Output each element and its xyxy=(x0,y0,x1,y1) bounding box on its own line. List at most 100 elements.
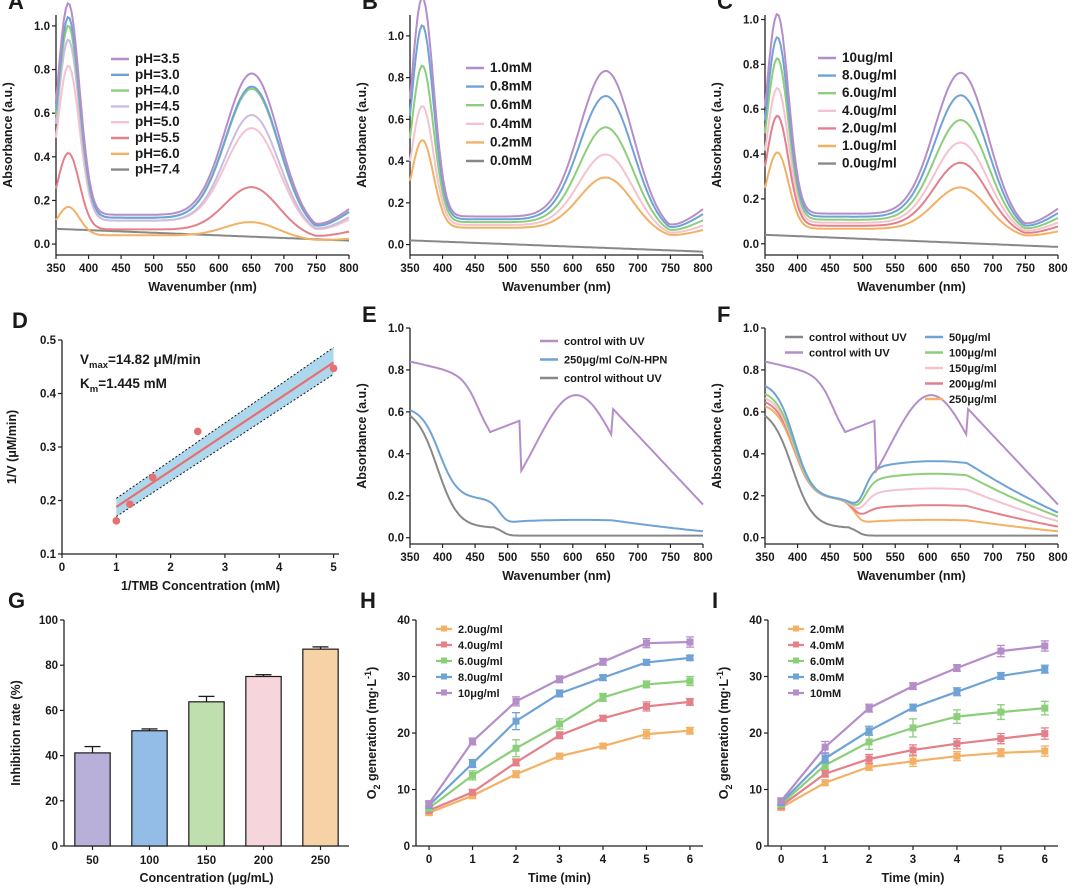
series-line xyxy=(764,36,1059,227)
x-axis-label: Concentration (μg/mL) xyxy=(139,871,273,885)
x-tick-label: 700 xyxy=(983,552,1002,564)
data-point xyxy=(599,658,607,666)
data-point xyxy=(865,763,873,771)
data-point xyxy=(953,664,961,672)
y-tick-label: 0.6 xyxy=(743,407,759,419)
y-tick-label: 30 xyxy=(397,672,410,684)
x-tick-label: 2 xyxy=(167,562,173,574)
y-axis-label: Absorbance (a.u.) xyxy=(710,383,724,489)
series-line xyxy=(764,385,1059,514)
legend-entry: 10mM xyxy=(810,688,841,700)
y-tick-label: 60 xyxy=(45,705,58,717)
y-axis-label-part: O xyxy=(717,789,731,799)
legend-entry: control without UV xyxy=(564,373,662,385)
x-tick-label: 6 xyxy=(687,854,693,866)
x-tick-label: 600 xyxy=(563,552,582,564)
x-tick-label: 5 xyxy=(330,562,337,574)
panel-label: A xyxy=(8,0,24,14)
data-point xyxy=(865,755,873,763)
bar xyxy=(74,752,111,847)
data-point xyxy=(909,682,917,690)
data-point xyxy=(821,743,829,751)
x-tick-label: 500 xyxy=(498,263,517,275)
x-tick-label: 750 xyxy=(661,552,680,564)
y-axis-label: O2 generation (mg·L-1) xyxy=(363,667,382,800)
y-axis-label-part: ) xyxy=(717,667,731,671)
legend-entry: pH=3.5 xyxy=(135,51,180,66)
series-line xyxy=(764,57,1059,230)
x-tick-label: 700 xyxy=(628,552,647,564)
x-tick-label: 750 xyxy=(1016,552,1035,564)
x-tick-label: 4 xyxy=(600,854,607,866)
x-tick-label: 550 xyxy=(886,263,905,275)
data-point xyxy=(909,757,917,765)
series-line xyxy=(55,38,350,230)
km-annotation: Km=1.445 mM xyxy=(80,376,167,395)
x-tick-label: 450 xyxy=(821,552,840,564)
legend-entry: 6.0mM xyxy=(810,656,844,668)
panel-e: 0.0 0.2 0.4 0.6 0.8 1.0 350 400 450 500 550 600 650 7… xyxy=(355,302,713,583)
y-tick-label: 0.2 xyxy=(34,195,50,207)
x-tick-label: 450 xyxy=(466,263,485,275)
legend-entry: 10ug/ml xyxy=(842,50,893,65)
bar xyxy=(302,648,339,847)
annotation-part: V xyxy=(80,352,89,367)
x-tick-label: 450 xyxy=(112,263,131,275)
data-point xyxy=(512,758,520,766)
y-axis-label: 1/V (μM/min) xyxy=(5,410,19,484)
data-point xyxy=(909,724,917,732)
series-line xyxy=(409,139,704,236)
data-point xyxy=(686,654,694,662)
data-point xyxy=(556,720,563,728)
y-tick-label: 1.0 xyxy=(743,14,759,26)
x-tick-label: 600 xyxy=(563,263,582,275)
legend-marker xyxy=(793,689,799,696)
series-line xyxy=(764,360,1059,506)
y-tick-label: 0.0 xyxy=(743,239,759,251)
y-tick-label: 0.0 xyxy=(388,240,404,252)
legend-marker xyxy=(793,657,799,664)
x-tick-label: 1 xyxy=(113,562,120,574)
data-point xyxy=(425,800,433,808)
data-point xyxy=(512,744,520,752)
y-tick-label: 0.2 xyxy=(743,491,759,503)
x-axis-label: Time (min) xyxy=(528,871,591,885)
y-tick-label: 80 xyxy=(45,660,58,672)
x-tick-label: 750 xyxy=(661,263,680,275)
data-point xyxy=(642,639,650,647)
series-line xyxy=(55,15,350,227)
data-point xyxy=(599,693,607,701)
series-line xyxy=(428,729,691,814)
x-tick-label: 0 xyxy=(778,854,784,866)
series-line xyxy=(764,12,1059,225)
legend-entry: 4.0mM xyxy=(810,640,844,652)
legend-entry: 4.0ug/ml xyxy=(458,640,503,652)
data-point xyxy=(126,500,134,509)
legend-entry: 0.0mM xyxy=(490,153,532,168)
bar xyxy=(188,701,225,847)
data-point xyxy=(556,752,563,760)
x-tick-label: 650 xyxy=(951,552,970,564)
y-axis-label: Absorbance (a.u.) xyxy=(1,82,15,188)
data-point xyxy=(953,688,961,696)
y-tick-label: 1.0 xyxy=(34,21,50,33)
data-point xyxy=(193,427,202,436)
legend-entry: 100μg/ml xyxy=(949,348,997,360)
annotation-part: K xyxy=(80,376,90,391)
data-point xyxy=(642,658,650,666)
legend-entry: 0.2mM xyxy=(490,134,532,149)
data-point xyxy=(1041,642,1049,650)
y-tick-label: 20 xyxy=(397,728,410,740)
y-tick-label: 0.0 xyxy=(34,239,50,251)
series-line xyxy=(764,151,1059,237)
y-tick-label: 0.4 xyxy=(388,449,405,461)
y-axis-label-part: O xyxy=(365,789,379,799)
panel-b: 0.0 0.2 0.4 0.6 0.8 1.0 350 400 450 500 550 600 650 7… xyxy=(355,0,713,294)
x-tick-label: 400 xyxy=(433,263,452,275)
x-tick-label: 400 xyxy=(79,263,98,275)
y-tick-label: 10 xyxy=(749,785,762,797)
panel-label: C xyxy=(717,0,733,14)
data-point xyxy=(512,770,520,778)
legend-marker xyxy=(793,625,799,632)
legend-entry: pH=3.0 xyxy=(135,67,180,82)
